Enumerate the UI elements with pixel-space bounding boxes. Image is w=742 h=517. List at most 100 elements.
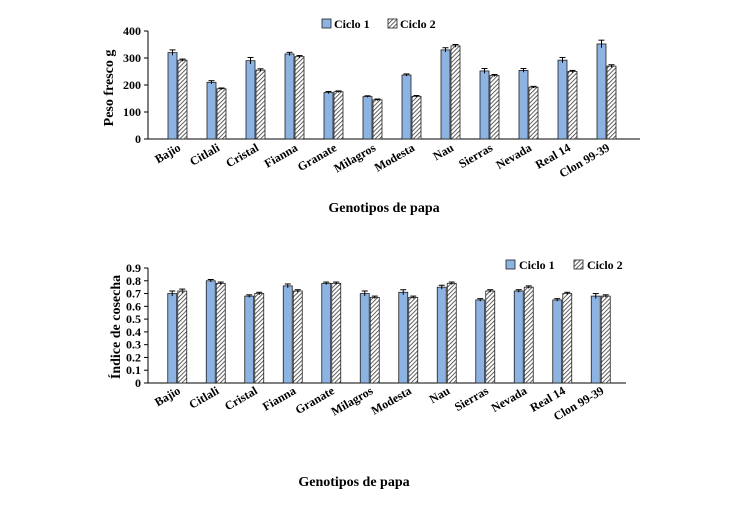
bar-ciclo-2-bajio — [177, 59, 188, 140]
bar-ciclo-2-modesta — [408, 296, 419, 384]
error-bar — [602, 294, 609, 298]
bar-ciclo-2-granate — [331, 282, 342, 384]
bar-ciclo-1-fianna — [282, 285, 293, 384]
error-bar — [218, 87, 225, 90]
bar-ciclo-2-fianna — [294, 56, 305, 140]
category-label: Cristal — [223, 140, 261, 170]
bar-ciclo-2-clon-99-39 — [600, 295, 611, 384]
error-bar — [257, 68, 264, 72]
legend-label-ciclo-1: Ciclo 1 — [334, 17, 370, 31]
bar-ciclo-2-granate — [333, 91, 344, 140]
bars — [167, 39, 617, 140]
bar-ciclo-2-citlali — [215, 282, 226, 384]
bar-ciclo-2-cristal — [254, 293, 265, 384]
error-bar — [554, 298, 561, 302]
category-label: Citlali — [187, 383, 222, 411]
category-label: Cristal — [222, 383, 260, 413]
y-tick-label: 100 — [123, 105, 141, 119]
y-tick-label: 0.9 — [126, 261, 141, 275]
category-label: Bajio — [152, 140, 183, 166]
error-bar — [442, 47, 449, 53]
category-label: Nevada — [494, 140, 534, 171]
bar-ciclo-1-nau — [440, 49, 451, 140]
y-tick-labels: 00.10.20.30.40.50.60.70.80.9 — [126, 261, 148, 390]
bar-ciclo-1-milagros — [362, 96, 373, 140]
error-bar — [179, 58, 186, 62]
category-label: Fianna — [262, 140, 300, 170]
bar-ciclo-2-nau — [450, 45, 461, 140]
error-bar — [592, 293, 599, 299]
bar-ciclo-1-milagros — [359, 293, 370, 384]
error-bar — [247, 56, 254, 64]
legend: Ciclo 1 Ciclo 2 — [505, 258, 623, 272]
bar-ciclo-1-modesta — [401, 74, 412, 140]
y-tick-label: 0 — [135, 376, 141, 390]
legend-label-ciclo-1: Ciclo 1 — [519, 258, 555, 272]
category-label: Nau — [427, 383, 453, 406]
y-tick-label: 0.4 — [126, 325, 141, 339]
category-label: Nevada — [489, 383, 529, 414]
error-bar — [169, 49, 176, 56]
bar-ciclo-1-clon-99-39 — [596, 43, 607, 140]
bar-ciclo-2-sierras — [489, 75, 500, 140]
error-bar — [438, 284, 445, 290]
bar-ciclo-2-clon-99-39 — [606, 65, 617, 140]
bar-ciclo-1-bajio — [167, 52, 178, 140]
error-bar — [217, 281, 224, 285]
y-tick-label: 0.7 — [126, 287, 141, 301]
bar-ciclo-1-modesta — [398, 291, 409, 384]
error-bar — [598, 39, 605, 48]
bar-ciclo-1-granate — [321, 282, 332, 384]
error-bar — [530, 85, 537, 88]
bar-ciclo-1-sierras — [479, 70, 490, 140]
error-bar — [410, 295, 417, 299]
error-bar — [559, 56, 566, 63]
error-bar — [364, 95, 371, 98]
error-bar — [335, 90, 342, 93]
x-axis-title: Genotipos de papa — [298, 475, 409, 490]
bar-ciclo-2-milagros — [369, 296, 380, 384]
y-tick-label: 0.5 — [126, 312, 141, 326]
bar-ciclo-2-citlali — [216, 88, 227, 140]
error-bar — [169, 290, 176, 297]
bar-ciclo-1-cristal — [245, 60, 256, 140]
error-bar — [208, 80, 215, 84]
y-tick-label: 0.6 — [126, 299, 141, 313]
error-bar — [515, 289, 522, 293]
y-axis-title: Peso fresco g — [102, 50, 117, 127]
error-bar — [569, 69, 576, 73]
bar-ciclo-1-nau — [436, 286, 447, 384]
bar-ciclo-2-real-14 — [567, 71, 578, 140]
legend-label-ciclo-2: Ciclo 2 — [587, 258, 623, 272]
bar-ciclo-2-nevada — [523, 286, 534, 384]
bar-ciclo-1-real-14 — [557, 59, 568, 140]
error-bar — [403, 73, 410, 77]
y-tick-labels: 0 100 200 300 400 — [123, 24, 148, 146]
bar-ciclo-2-sierras — [485, 290, 496, 384]
error-bar — [207, 279, 214, 283]
category-label: Milagros — [331, 140, 378, 175]
y-tick-label: 0.1 — [126, 363, 141, 377]
y-tick-label: 0.8 — [126, 274, 141, 288]
category-label: Modesta — [372, 140, 417, 174]
error-bar — [487, 289, 494, 293]
bar-ciclo-1-citlali — [205, 280, 216, 384]
bar-ciclo-2-real-14 — [562, 293, 573, 384]
bars — [167, 279, 611, 384]
legend-swatch-ciclo-1 — [505, 259, 516, 270]
bar-ciclo-2-bajio — [177, 290, 188, 384]
error-bar — [520, 68, 527, 73]
x-axis-title: Genotipos de papa — [328, 201, 439, 216]
error-bar — [179, 288, 186, 293]
category-labels: Bajio Citlali Cristal FiannaGranateMilagros… — [152, 383, 606, 423]
error-bar — [374, 98, 381, 101]
error-bar — [296, 55, 303, 58]
bar-ciclo-1-real-14 — [552, 299, 563, 384]
bar-ciclo-2-nau — [446, 282, 457, 384]
error-bar — [333, 281, 340, 285]
bar-ciclo-1-fianna — [284, 53, 295, 140]
category-label: Citlali — [187, 140, 222, 168]
category-label: Fianna — [260, 383, 298, 413]
